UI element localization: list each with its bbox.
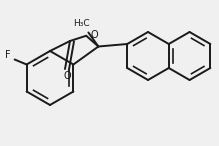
Text: O: O	[90, 30, 98, 40]
Text: O: O	[63, 71, 71, 81]
Text: H₃C: H₃C	[73, 19, 90, 28]
Text: F: F	[5, 49, 11, 60]
